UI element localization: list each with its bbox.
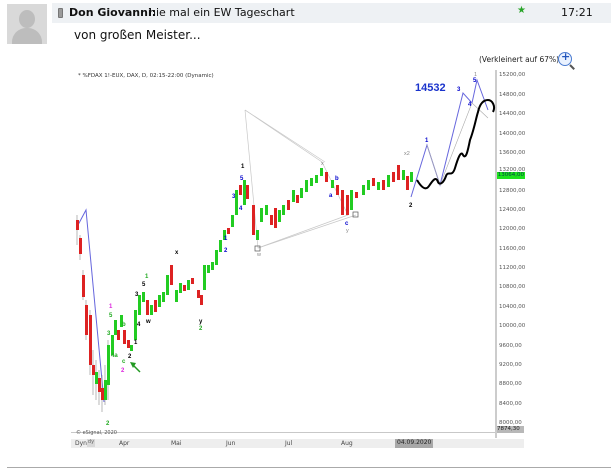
svg-text:1: 1 [425, 138, 429, 144]
svg-text:5: 5 [473, 78, 477, 84]
svg-text:x2: x2 [404, 151, 410, 157]
svg-text:1: 1 [224, 236, 228, 242]
svg-text:1: 1 [109, 304, 113, 310]
svg-text:x: x [321, 161, 324, 167]
svg-text:1: 1 [134, 340, 138, 346]
x-axis: Dyn dy Apr Mai Jun Jul Aug 04.09.2020 [71, 439, 524, 448]
svg-text:3: 3 [457, 87, 461, 93]
y-tick: 13600,00 [499, 150, 526, 156]
svg-text:2: 2 [128, 354, 132, 360]
avatar-body [12, 28, 42, 44]
svg-text:5: 5 [109, 313, 113, 319]
svg-text:4: 4 [468, 102, 472, 108]
svg-text:w: w [256, 252, 261, 258]
y-tick: 14000,00 [499, 131, 526, 137]
y-tick: 8400,00 [499, 401, 522, 407]
dyn-label: Dyn [75, 440, 87, 447]
y-tick: 9600,00 [499, 343, 522, 349]
svg-text:c: c [122, 359, 126, 365]
y-tick: 10800,00 [499, 284, 526, 290]
low-price-badge: 7874,30 [497, 426, 524, 433]
svg-text:4: 4 [137, 322, 141, 328]
x-label: Mai [171, 440, 182, 447]
y-tick: 10400,00 [499, 304, 526, 310]
svg-text:4a: 4a [111, 353, 118, 359]
svg-text:5: 5 [142, 282, 146, 288]
y-tick: 12800,00 [499, 188, 526, 194]
zoom-in-icon[interactable] [558, 50, 572, 66]
y-tick: 12000,00 [499, 226, 526, 232]
y-tick: 14800,00 [499, 92, 526, 98]
svg-text:1: 1 [241, 164, 245, 170]
author-name[interactable]: Don Giovanni: [69, 6, 157, 19]
avatar[interactable] [7, 4, 47, 44]
post-separator [7, 467, 611, 468]
svg-text:2: 2 [224, 248, 228, 254]
y-tick: 8800,00 [499, 381, 522, 387]
y-tick: 8000,00 [499, 420, 522, 426]
target-label: 14532 [415, 82, 446, 94]
y-tick: 13200,00 [499, 167, 526, 173]
x-label: Apr [119, 440, 130, 447]
y-tick: 14400,00 [499, 111, 526, 117]
avatar-head [19, 10, 35, 28]
y-tick: 12400,00 [499, 207, 526, 213]
candles [76, 165, 413, 412]
last-price-badge: 13064,00 [497, 172, 525, 179]
post-subject: hie mal ein EW Tageschart [149, 6, 295, 19]
x-label: Jun [226, 440, 236, 447]
svg-text:a: a [329, 193, 333, 199]
y-tick: 15200,00 [499, 72, 526, 78]
y-tick: 9200,00 [499, 362, 522, 368]
y-tick: 11200,00 [499, 265, 526, 271]
chart-copyright: © eSignal, 2020 [76, 430, 117, 436]
pin-icon [58, 8, 63, 18]
svg-text:2: 2 [121, 368, 125, 374]
post-body: von großen Meister... [74, 28, 201, 42]
chart-image[interactable] [71, 66, 496, 433]
zoom-note: (Verkleinert auf 67%) [479, 55, 560, 64]
svg-text:x: x [175, 250, 179, 256]
svg-text:b: b [122, 322, 126, 328]
svg-text:1: 1 [474, 72, 477, 78]
svg-text:2: 2 [409, 203, 413, 209]
post-time: 17:21 [561, 6, 593, 19]
svg-text:3: 3 [107, 331, 111, 337]
svg-text:b: b [335, 176, 339, 182]
post-header: Don Giovanni: hie mal ein EW Tageschart … [52, 3, 611, 23]
svg-text:4: 4 [239, 206, 243, 212]
x-label: Aug [341, 440, 353, 447]
svg-text:w: w [145, 319, 151, 325]
y-tick: 10000,00 [499, 323, 526, 329]
svg-text:y: y [199, 319, 203, 325]
svg-text:3: 3 [135, 292, 139, 298]
chart-instrument: * %FDAX 1!-EUX, DAX, D, 02:15-22:00 (Dyn… [78, 73, 214, 79]
svg-text:y: y [346, 228, 349, 234]
svg-text:2: 2 [199, 326, 203, 332]
svg-text:3: 3 [232, 194, 236, 200]
date-marker: 04.09.2020 [395, 439, 434, 448]
y-tick: 11600,00 [499, 246, 526, 252]
x-label: Jul [285, 440, 293, 447]
dyn-button[interactable]: dy [87, 439, 95, 447]
svg-text:5: 5 [240, 176, 244, 182]
svg-text:c: c [345, 221, 349, 227]
svg-text:1: 1 [145, 274, 149, 280]
star-icon[interactable]: ★ [517, 5, 526, 16]
y-axis-panel [495, 66, 524, 446]
svg-text:2: 2 [106, 421, 110, 427]
